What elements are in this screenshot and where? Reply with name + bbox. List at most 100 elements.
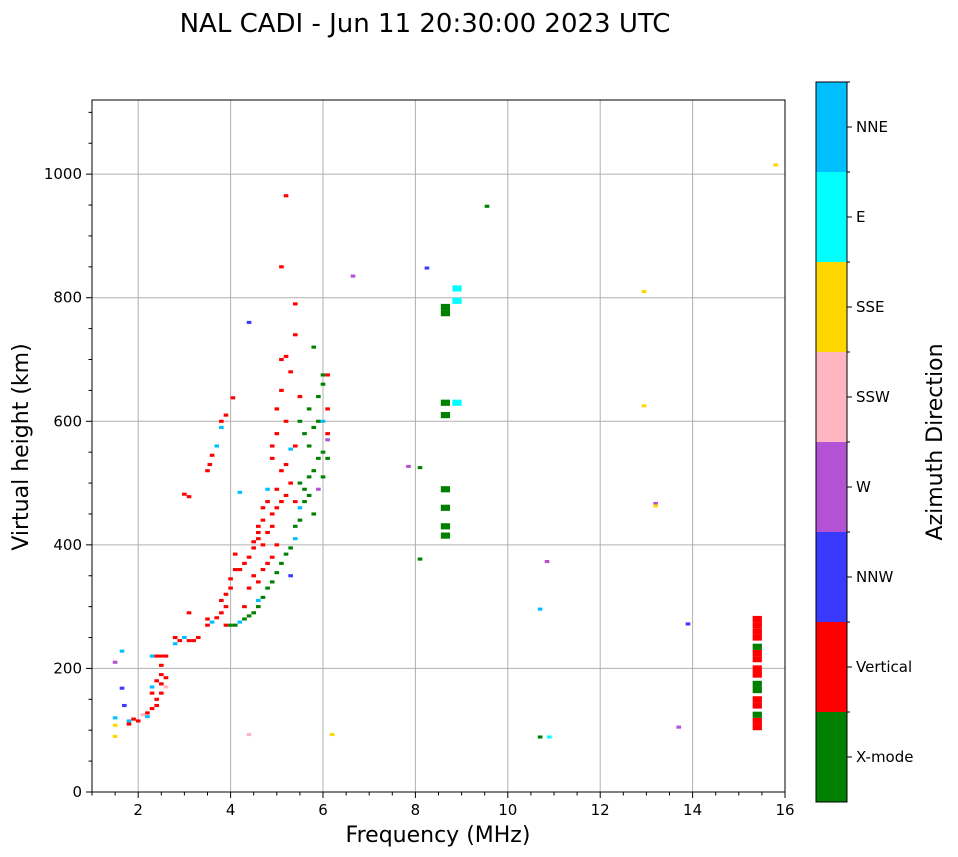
data-point — [283, 419, 289, 423]
data-point — [279, 265, 284, 269]
data-point — [325, 407, 330, 411]
data-point — [440, 399, 451, 406]
data-point — [172, 635, 178, 640]
data-point — [297, 419, 303, 423]
data-point — [195, 635, 201, 640]
data-point — [653, 504, 658, 508]
data-point — [154, 654, 159, 658]
data-point — [350, 274, 356, 278]
x-tick-label: 10 — [498, 801, 517, 819]
colorbar-category-label: W — [856, 478, 871, 496]
data-point — [182, 492, 187, 496]
data-point — [246, 614, 252, 618]
data-point — [325, 373, 330, 377]
data-point — [440, 310, 451, 317]
colorbar-category-label: Vertical — [856, 658, 912, 676]
data-point — [752, 615, 762, 623]
data-point — [329, 732, 335, 737]
data-point — [653, 501, 658, 506]
data-point — [316, 419, 321, 423]
data-point — [752, 724, 762, 731]
data-point — [297, 481, 303, 485]
data-point — [149, 654, 155, 658]
data-point — [417, 557, 423, 561]
data-point — [256, 530, 261, 535]
data-point — [228, 586, 233, 590]
data-point — [752, 711, 762, 718]
data-point — [163, 685, 169, 689]
data-point — [214, 444, 220, 448]
data-point — [311, 469, 317, 473]
data-point — [752, 634, 762, 641]
data-point — [752, 717, 762, 725]
data-point — [274, 432, 280, 436]
data-point — [274, 487, 280, 491]
data-point — [440, 303, 451, 311]
colorbar-segment — [816, 172, 847, 262]
data-point — [158, 673, 164, 677]
data-point — [260, 595, 266, 599]
y-axis-ticks: 0 200 400 600 800 1000 — [44, 111, 92, 801]
data-point — [320, 475, 326, 479]
y-tick-label: 200 — [53, 659, 82, 677]
data-point — [773, 163, 779, 167]
data-point — [154, 679, 159, 683]
data-point — [274, 407, 280, 411]
data-point — [292, 524, 298, 528]
data-point — [251, 574, 257, 578]
data-point — [320, 373, 326, 377]
data-point — [288, 574, 293, 578]
data-point — [191, 639, 196, 643]
data-point — [306, 407, 312, 411]
data-point — [440, 486, 451, 493]
x-tick-label: 14 — [683, 801, 702, 819]
data-point — [207, 462, 213, 467]
data-point — [752, 622, 762, 629]
data-point — [237, 620, 243, 624]
data-point — [302, 487, 307, 491]
data-point — [320, 382, 326, 386]
data-point — [265, 561, 270, 565]
x-tick-label: 2 — [133, 801, 143, 819]
data-point — [154, 697, 159, 701]
x-tick-label: 6 — [318, 801, 328, 819]
data-point — [149, 707, 155, 711]
data-point — [752, 686, 762, 694]
data-point — [186, 639, 192, 643]
data-point — [641, 289, 647, 294]
data-point — [279, 500, 284, 504]
data-point — [752, 665, 762, 672]
data-point — [246, 732, 252, 737]
data-point — [406, 464, 411, 468]
data-point — [209, 620, 215, 624]
data-point — [251, 540, 257, 544]
colorbar-segment — [816, 352, 847, 442]
data-point — [752, 656, 762, 663]
data-point — [537, 607, 543, 611]
y-tick-label: 400 — [53, 536, 82, 554]
data-point — [260, 518, 266, 522]
data-point — [223, 605, 229, 609]
data-point — [288, 546, 293, 550]
data-point — [158, 691, 164, 695]
data-point — [126, 719, 132, 723]
data-point — [256, 524, 261, 528]
data-point — [752, 643, 762, 650]
data-point — [230, 396, 236, 400]
colorbar-category-label: NNW — [856, 568, 893, 586]
data-point — [119, 686, 125, 690]
data-point — [292, 500, 298, 504]
data-point — [292, 302, 298, 306]
data-point — [158, 663, 164, 667]
data-point — [302, 500, 307, 504]
data-point — [209, 453, 215, 457]
data-point — [265, 500, 270, 504]
data-point — [279, 469, 284, 473]
data-point — [269, 524, 275, 528]
data-point — [752, 680, 762, 687]
data-point — [306, 493, 312, 497]
data-point — [265, 586, 270, 590]
data-point — [752, 628, 762, 635]
data-point — [219, 611, 224, 615]
